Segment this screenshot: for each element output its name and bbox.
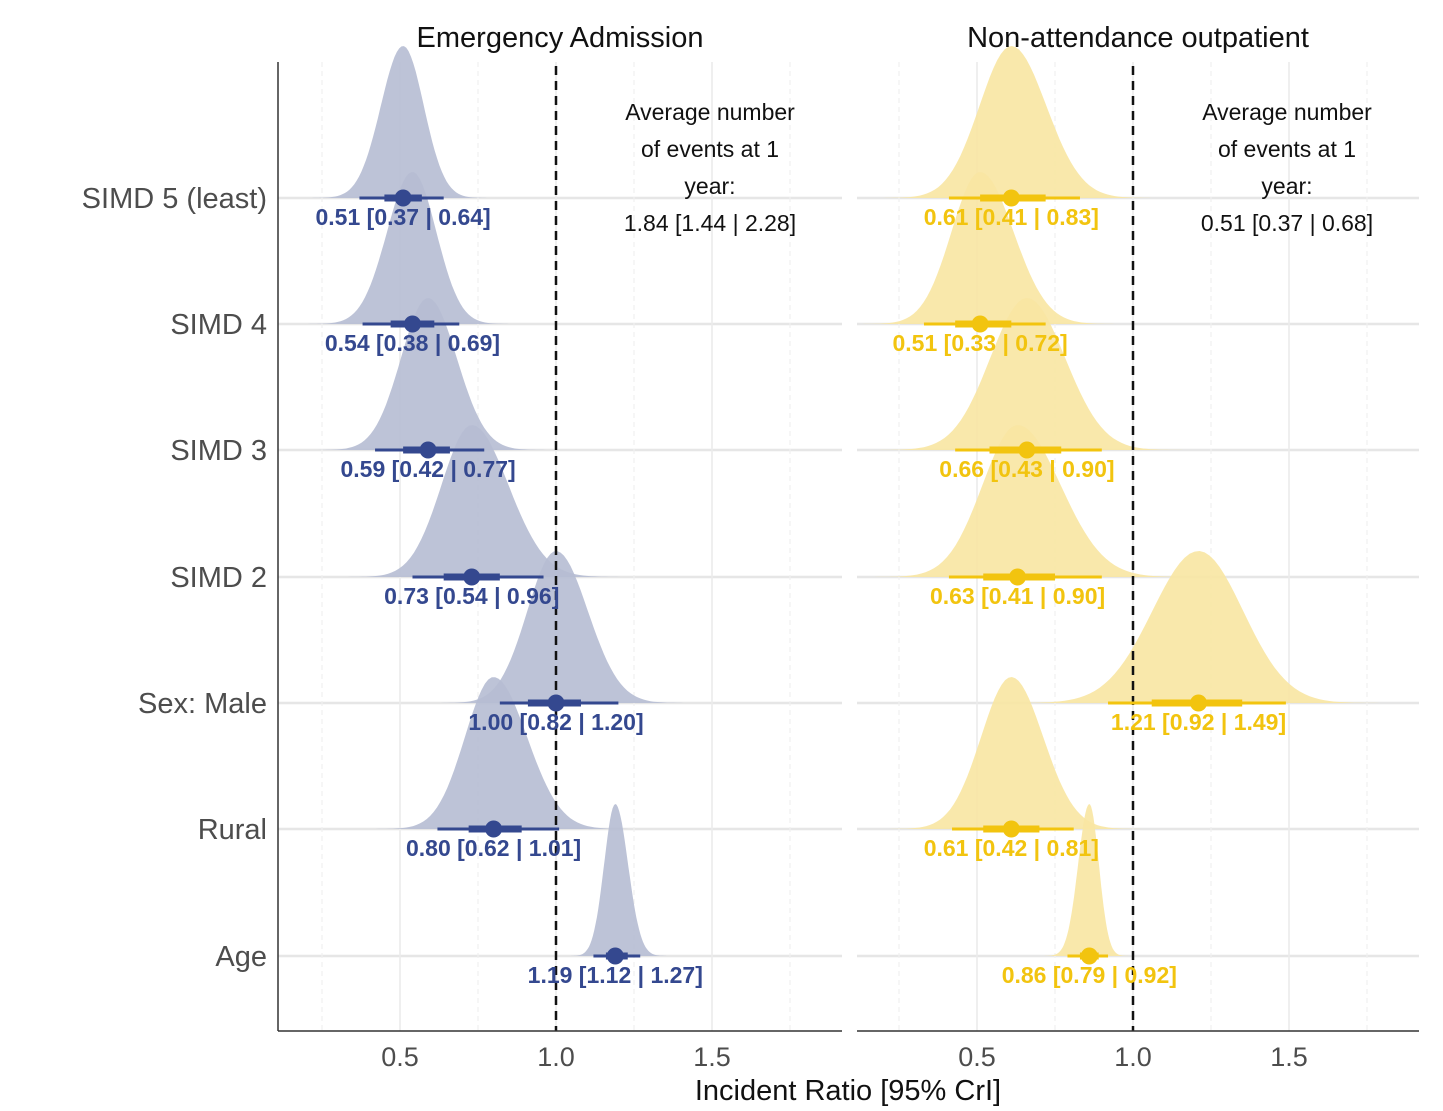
x-axis-title: Incident Ratio [95% CrI] xyxy=(695,1075,1001,1107)
estimate-point-rural-panel-1 xyxy=(485,820,503,838)
density-age-panel-1 xyxy=(560,804,679,956)
estimate-label-age-panel-2: 0.86 [0.79 | 0.92] xyxy=(1002,962,1177,988)
y-category-label-simd-2: SIMD 2 xyxy=(170,562,267,594)
estimate-point-age-panel-1 xyxy=(606,947,624,965)
estimate-label-simd-5-least-panel-2: 0.61 [0.41 | 0.83] xyxy=(924,204,1099,230)
x-tick-label: 0.5 xyxy=(958,1042,996,1072)
annotation-line-3-panel-1: year: xyxy=(684,173,735,199)
y-category-label-simd-3: SIMD 3 xyxy=(170,435,267,467)
x-tick-label: 0.5 xyxy=(381,1042,419,1072)
panel-title-1: Emergency Admission xyxy=(417,22,704,54)
x-tick-label: 1.5 xyxy=(693,1042,731,1072)
estimate-label-age-panel-1: 1.19 [1.12 | 1.27] xyxy=(528,962,703,988)
estimate-point-simd-3-panel-2 xyxy=(1018,441,1036,459)
panel-title-2: Non-attendance outpatient xyxy=(967,22,1309,54)
interval-layer xyxy=(359,189,1286,965)
estimate-label-simd-4-panel-1: 0.54 [0.38 | 0.69] xyxy=(325,330,500,356)
density-simd-5-least-panel-2 xyxy=(853,46,1185,198)
y-category-label-simd-5-least: SIMD 5 (least) xyxy=(82,183,267,215)
x-tick-label: 1.5 xyxy=(1270,1042,1308,1072)
density-sex-male-panel-2 xyxy=(969,551,1420,703)
label-layer: 0.5 1.0 1.5 Emergency Admission 0.5 1.0 1.5 Non… xyxy=(82,22,1373,1107)
density-layer xyxy=(286,46,1420,956)
estimate-point-simd-5-least-panel-1 xyxy=(394,189,412,207)
density-simd-3-panel-2 xyxy=(845,298,1217,450)
estimate-label-sex-male-panel-1: 1.00 [0.82 | 1.20] xyxy=(468,709,643,735)
x-tick-label: 1.0 xyxy=(537,1042,575,1072)
annotation-line-1-panel-2: Average number xyxy=(1202,99,1372,125)
reference-line-layer xyxy=(554,66,1135,1031)
y-category-label-simd-4: SIMD 4 xyxy=(170,309,267,341)
annotation-line-2-panel-1: of events at 1 xyxy=(641,136,779,162)
density-age-panel-2 xyxy=(1034,804,1137,956)
estimate-point-sex-male-panel-1 xyxy=(547,694,565,712)
annotation-line-1-panel-1: Average number xyxy=(625,99,795,125)
estimate-point-simd-4-panel-1 xyxy=(403,315,421,333)
estimate-label-simd-2-panel-1: 0.73 [0.54 | 0.96] xyxy=(384,583,559,609)
density-simd-2-panel-2 xyxy=(843,425,1231,577)
density-simd-3-panel-1 xyxy=(293,298,571,450)
x-tick-label: 1.0 xyxy=(1114,1042,1152,1072)
estimate-point-simd-4-panel-2 xyxy=(971,315,989,333)
annotation-line-3-panel-2: year: xyxy=(1261,173,1312,199)
estimate-label-sex-male-panel-2: 1.21 [0.92 | 1.49] xyxy=(1111,709,1286,735)
density-simd-5-least-panel-1 xyxy=(292,46,506,198)
density-simd-4-panel-1 xyxy=(286,172,531,324)
estimate-point-sex-male-panel-2 xyxy=(1190,694,1208,712)
estimate-label-simd-3-panel-2: 0.66 [0.43 | 0.90] xyxy=(939,456,1114,482)
axes-layer xyxy=(277,62,1419,1032)
y-category-label-age: Age xyxy=(215,941,267,973)
density-simd-2-panel-1 xyxy=(321,425,654,577)
estimate-label-rural-panel-1: 0.80 [0.62 | 1.01] xyxy=(406,835,581,861)
estimate-point-simd-3-panel-1 xyxy=(419,441,437,459)
density-simd-4-panel-2 xyxy=(838,172,1146,324)
density-sex-male-panel-1 xyxy=(413,551,714,703)
annotation-line-4-panel-1: 1.84 [1.44 | 2.28] xyxy=(624,210,796,236)
estimate-point-age-panel-2 xyxy=(1080,947,1098,965)
annotation-line-2-panel-2: of events at 1 xyxy=(1218,136,1356,162)
estimate-point-simd-2-panel-1 xyxy=(463,568,481,586)
estimate-label-simd-5-least-panel-1: 0.51 [0.37 | 0.64] xyxy=(316,204,491,230)
estimate-point-simd-2-panel-2 xyxy=(1009,568,1027,586)
annotation-line-4-panel-2: 0.51 [0.37 | 0.68] xyxy=(1201,210,1373,236)
density-rural-panel-1 xyxy=(351,677,660,829)
estimate-label-simd-4-panel-2: 0.51 [0.33 | 0.72] xyxy=(893,330,1068,356)
density-rural-panel-2 xyxy=(861,677,1170,829)
estimate-label-simd-3-panel-1: 0.59 [0.42 | 0.77] xyxy=(340,456,515,482)
estimate-label-simd-2-panel-2: 0.63 [0.41 | 0.90] xyxy=(930,583,1105,609)
estimate-label-rural-panel-2: 0.61 [0.42 | 0.81] xyxy=(924,835,1099,861)
y-category-label-sex-male: Sex: Male xyxy=(138,688,267,720)
estimate-point-rural-panel-2 xyxy=(1002,820,1020,838)
estimate-point-simd-5-least-panel-2 xyxy=(1002,189,1020,207)
y-category-label-rural: Rural xyxy=(198,814,267,846)
